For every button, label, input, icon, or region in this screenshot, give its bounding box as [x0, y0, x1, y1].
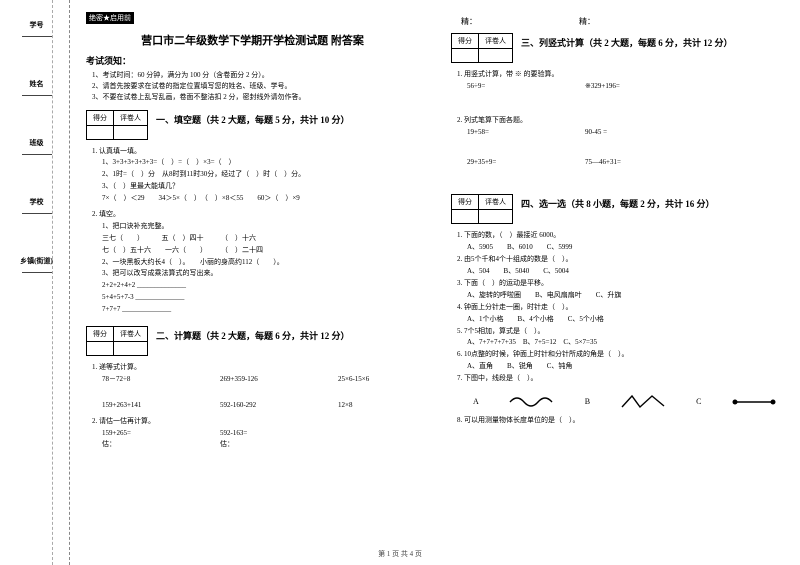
score-label: 得分: [87, 110, 114, 125]
s2-q2-e2: 592-163=: [220, 428, 300, 440]
opt-c-label: C: [696, 395, 701, 409]
score-box-1: 得分评卷人: [86, 110, 148, 140]
s1-q1-1: 1、3+3+3+3+3+3=（ ）=（ ）×3=（ ）: [102, 157, 419, 169]
s3-q2-e3: 29+35+9=: [467, 157, 547, 169]
s1-q1: 1. 认真填一填。 1、3+3+3+3+3+3=（ ）=（ ）×3=（ ） 2、…: [92, 146, 419, 205]
jing-1: 精：: [461, 16, 541, 27]
s3-q1: 1. 用竖式计算，带 ※ 的要验算。 56÷9= ※329+196=: [457, 69, 784, 93]
bind-field-town: 乡镇(街道): [2, 256, 71, 275]
s1-q2-3a: 2+2+2+4+2 ______________: [102, 280, 419, 292]
s3-q1-stem: 1. 用竖式计算，带 ※ 的要验算。: [457, 69, 784, 81]
s3-q2: 2. 列式笔算下面各题。 19+58= 90-45 = 29+35+9= 75―…: [457, 115, 784, 169]
right-column: 精： 精： 得分评卷人 三、列竖式计算（共 2 大题，每题 6 分，共计 12 …: [435, 0, 800, 565]
shape-c-segment-icon: [731, 393, 777, 411]
score-box-4: 得分评卷人: [451, 194, 513, 224]
shape-a-wave-icon: [509, 393, 555, 411]
s1-q2-stem: 2. 填空。: [92, 209, 419, 221]
section-3-title: 三、列竖式计算（共 2 大题，每题 6 分，共计 12 分）: [521, 36, 733, 49]
s2-q1-e6: 12×8: [338, 400, 418, 412]
s4-q1-opts: A、5905 B、6010 C、5999: [467, 242, 784, 254]
confidential-tag: 绝密★启用前: [86, 12, 134, 24]
score-box-3: 得分评卷人: [451, 33, 513, 63]
s1-q2-3: 3、把可以改写成乘法算式的写出来。: [102, 268, 419, 280]
left-column: 绝密★启用前 营口市二年级数学下学期开学检测试题 附答案 考试须知： 1、考试时…: [70, 0, 435, 565]
grader-label: 评卷人: [114, 110, 148, 125]
opt-b-label: B: [585, 395, 590, 409]
s1-q1-3: 3、（ ）里最大能填几？: [102, 181, 419, 193]
s4-q6-opts: A、直角 B、锐角 C、钝角: [467, 361, 784, 373]
s3-q2-e1: 19+58=: [467, 127, 547, 139]
s1-q1-4: 7×（ ）＜29 34＞5×（ ） （ ）×8＜55 60＞（ ）×9: [102, 193, 419, 205]
s4-q3: 3. 下面（ ）的运动是平移。: [457, 278, 784, 290]
s2-q2: 2. 请估一估再计算。 159+265= 592-163= 估： 估：: [92, 416, 419, 452]
s2-q1-e2: 269+359-126: [220, 374, 300, 386]
section-1-title: 一、填空题（共 2 大题，每题 5 分，共计 10 分）: [156, 113, 350, 126]
s4-q5-opts: A、7+7+7+7+35 B、7+5=12 C、5×7=35: [467, 337, 784, 349]
s2-q1-e3: 25×6-15×6: [338, 374, 418, 386]
s4-q3-opts: A、旋转的呼啦圈 B、电风扇扇叶 C、升旗: [467, 290, 784, 302]
s3-q1-e2: ※329+196=: [585, 81, 665, 93]
grader-label: 评卷人: [479, 34, 513, 49]
grader-label: 评卷人: [479, 195, 513, 210]
bind-field-class: 班级: [2, 138, 71, 157]
s1-q2-1b: 七（ ）五十六 一六（ ） （ ）二十四: [102, 245, 419, 257]
page-footer: 第 1 页 共 4 页: [0, 549, 800, 559]
rule-2: 2、请首先按要求在试卷的指定位置填写您的姓名、班级、学号。: [92, 81, 419, 92]
s2-q1-e5: 592-160-292: [220, 400, 300, 412]
s4-q4-opts: A、1个小格 B、4个小格 C、5个小格: [467, 314, 784, 326]
s2-q2-est1: 估：: [102, 439, 182, 451]
s3-q2-stem: 2. 列式笔算下面各题。: [457, 115, 784, 127]
score-label: 得分: [452, 195, 479, 210]
s1-q2-3c: 7+7+7 ______________: [102, 304, 419, 316]
s4-q1: 1. 下面的数，（ ）最接近 6000。: [457, 230, 784, 242]
s4-q7: 7. 下图中，线段是（ ）。: [457, 373, 784, 385]
s1-q2-2: 2、一块黑板大约长4（ ）。 小丽的身高约112（ ）。: [102, 257, 419, 269]
opt-a-label: A: [473, 395, 479, 409]
score-label: 得分: [87, 327, 114, 342]
s1-q1-2: 2、1时=（ ）分 从8时到11时30分，经过了（ ）时（ ）分。: [102, 169, 419, 181]
s2-q2-est2: 估：: [220, 439, 300, 451]
grader-label: 评卷人: [114, 327, 148, 342]
s2-q2-e1: 159+265=: [102, 428, 182, 440]
s1-q2-1: 1、把口诀补充完整。: [102, 221, 419, 233]
score-box-2: 得分评卷人: [86, 326, 148, 356]
rules-list: 1、考试时间：60 分钟，满分为 100 分（含卷面分 2 分）。 2、请首先按…: [92, 70, 419, 104]
jing-2: 精：: [579, 16, 659, 27]
s4-q2: 2. 由5个千和4个十组成的数是（ ）。: [457, 254, 784, 266]
s3-q2-e2: 90-45 =: [585, 127, 665, 139]
s4-q6: 6. 10点整的时候，钟面上时针和分针所成的角是（ ）。: [457, 349, 784, 361]
s4-block: 1. 下面的数，（ ）最接近 6000。 A、5905 B、6010 C、599…: [457, 230, 784, 426]
s1-q2: 2. 填空。 1、把口诀补充完整。 三七（ ） 五（ ）四十 （ ）十六 七（ …: [92, 209, 419, 316]
s4-q5: 5. 7个5相加，算式是（ ）。: [457, 326, 784, 338]
score-label: 得分: [452, 34, 479, 49]
s1-q2-3b: 5+4+5+7-3 ______________: [102, 292, 419, 304]
bind-field-name: 姓名: [2, 79, 71, 98]
rule-3: 3、不要在试卷上乱写乱画，卷面不整洁扣 2 分，密封线外请勿作答。: [92, 92, 419, 103]
shape-options: A B C D: [473, 391, 784, 413]
s3-q1-e1: 56÷9=: [467, 81, 547, 93]
s2-q1-e4: 159+263+141: [102, 400, 182, 412]
s1-q2-1a: 三七（ ） 五（ ）四十 （ ）十六: [102, 233, 419, 245]
s2-q1: 1. 递等式计算。 78－72÷8 269+359-126 25×6-15×6 …: [92, 362, 419, 412]
binding-margin: 学号 姓名 班级 学校 乡镇(街道): [0, 0, 70, 565]
s2-q1-stem: 1. 递等式计算。: [92, 362, 419, 374]
shape-b-zigzag-icon: [620, 393, 666, 411]
s4-q2-opts: A、504 B、5040 C、5004: [467, 266, 784, 278]
section-4-title: 四、选一选（共 8 小题，每题 2 分，共计 16 分）: [521, 197, 715, 210]
s2-q1-e1: 78－72÷8: [102, 374, 182, 386]
s3-q2-e4: 75―46+31=: [585, 157, 665, 169]
s4-q8: 8. 可以用测量物体长度单位的是（ ）。: [457, 415, 784, 427]
section-2-title: 二、计算题（共 2 大题，每题 6 分，共计 12 分）: [156, 329, 350, 342]
s1-q1-stem: 1. 认真填一填。: [92, 146, 419, 158]
bind-field-id: 学号: [2, 20, 71, 39]
exam-title: 营口市二年级数学下学期开学检测试题 附答案: [86, 32, 419, 48]
bind-field-school: 学校: [2, 197, 71, 216]
s2-q2-stem: 2. 请估一估再计算。: [92, 416, 419, 428]
notice-heading: 考试须知：: [86, 54, 419, 67]
s4-q4: 4. 钟面上分针走一圈，时针走（ ）。: [457, 302, 784, 314]
rule-1: 1、考试时间：60 分钟，满分为 100 分（含卷面分 2 分）。: [92, 70, 419, 81]
